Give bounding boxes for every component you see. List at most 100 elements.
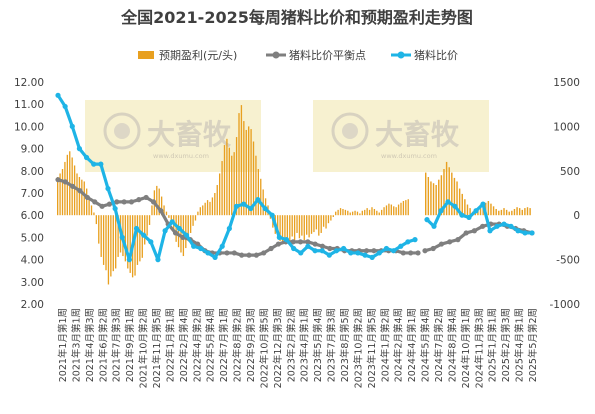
ratio-point [487, 228, 493, 234]
profit-bar [168, 215, 170, 218]
profit-bar [78, 177, 81, 216]
ratio-point [529, 230, 535, 236]
x-tick: 2021年11月第5周 [151, 308, 163, 388]
x-tick: 2022年8月第2周 [232, 308, 244, 382]
y-left-tick: 7.00 [21, 188, 44, 200]
profit-bar [163, 205, 165, 216]
x-tick: 2023年4月第1周 [299, 308, 311, 382]
profit-bar [373, 208, 376, 216]
x-tick: 2022年5月第4周 [205, 308, 217, 382]
profit-bar [301, 215, 303, 236]
x-tick: 2022年1月第1周 [164, 308, 176, 382]
ratio-point [141, 232, 147, 238]
profit-bar [383, 207, 385, 216]
profit-bar [228, 147, 230, 216]
profit-bar [158, 188, 160, 216]
watermark-box [313, 100, 489, 172]
lines [55, 92, 535, 263]
profit-bar [248, 126, 250, 216]
profit-bar [503, 208, 505, 216]
ratio-point [205, 250, 211, 256]
profit-bar [310, 215, 313, 234]
profit-bar [492, 206, 495, 216]
ratio-point [269, 212, 275, 218]
profit-bar [337, 209, 339, 216]
ratio-point [459, 212, 465, 218]
watermark-logo-dot [114, 123, 130, 139]
watermark-logo-icon [331, 112, 369, 150]
profit-bar [378, 212, 380, 216]
balance-point [290, 239, 296, 245]
profit-bar [98, 215, 100, 244]
profit-bar [371, 207, 373, 216]
profit-bar [93, 212, 95, 216]
x-tick: 2023年10月第2周 [352, 308, 364, 388]
profit-bar [332, 215, 334, 217]
profit-bar [508, 211, 510, 216]
profit-bar [344, 209, 347, 216]
balance-point [55, 177, 61, 183]
profit-bar [393, 206, 395, 216]
profit-bar [177, 215, 180, 248]
ratio-point [241, 201, 247, 207]
balance-point [77, 188, 83, 194]
profit-bar [194, 215, 197, 221]
ratio-point [480, 201, 486, 207]
x-tick: 2022年12月第3周 [272, 308, 284, 388]
balance-point [136, 197, 142, 203]
profit-bar [453, 177, 456, 216]
profit-bar [308, 215, 310, 238]
profit-bar [175, 215, 177, 242]
profit-bar [376, 210, 378, 216]
profit-bar [160, 196, 163, 216]
ratio-point [283, 237, 290, 243]
profit-bar [407, 199, 409, 216]
y-left-tick: 11.00 [14, 99, 44, 111]
balance-point [438, 241, 445, 247]
profit-bar [112, 215, 114, 272]
ratio-point [69, 123, 75, 129]
x-tick: 2021年9月第1周 [124, 308, 136, 382]
x-tick: 2022年2月第4周 [178, 308, 190, 382]
ratio-point [424, 217, 430, 223]
profit-bar [238, 113, 240, 216]
profit-bar [192, 215, 194, 226]
profit-bar [277, 215, 279, 239]
ratio-point [169, 219, 175, 225]
x-tick: 2021年6月第2周 [97, 308, 109, 382]
profit-bar [76, 173, 78, 216]
balance-point [246, 252, 252, 258]
profit-bar [252, 141, 255, 216]
ratio-point [262, 205, 268, 212]
watermark-sub: www.dxumu.com [153, 152, 209, 160]
profit-bar [464, 199, 466, 216]
profit-bar [511, 210, 513, 216]
ratio-point [376, 250, 382, 256]
profit-bar [385, 205, 388, 216]
ratio-point [305, 243, 311, 249]
profit-bar [291, 215, 293, 237]
ratio-point [452, 203, 458, 209]
balance-point [143, 194, 149, 201]
profit-bar [440, 175, 443, 216]
ratio-point [431, 223, 437, 229]
profit-bar [339, 208, 342, 216]
profit-bar [214, 193, 216, 216]
x-tick: 2022年7月第1周 [218, 308, 230, 382]
balance-point [99, 203, 105, 209]
profit-bar [513, 208, 516, 216]
ratio-point [83, 154, 90, 161]
balance-point [84, 194, 90, 201]
profit-bar [102, 215, 105, 265]
balance-point [463, 230, 469, 236]
ratio-point [291, 245, 297, 252]
x-tick: 2022年10月第5周 [258, 308, 270, 388]
profit-bar [61, 169, 64, 216]
profit-bar [146, 215, 148, 236]
legend-label: 猪料比价 [414, 48, 458, 62]
ratio-point [226, 225, 232, 232]
balance-point [158, 208, 164, 214]
y-left-tick: 6.00 [21, 210, 44, 222]
legend-label: 猪料比价平衡点 [289, 48, 366, 62]
